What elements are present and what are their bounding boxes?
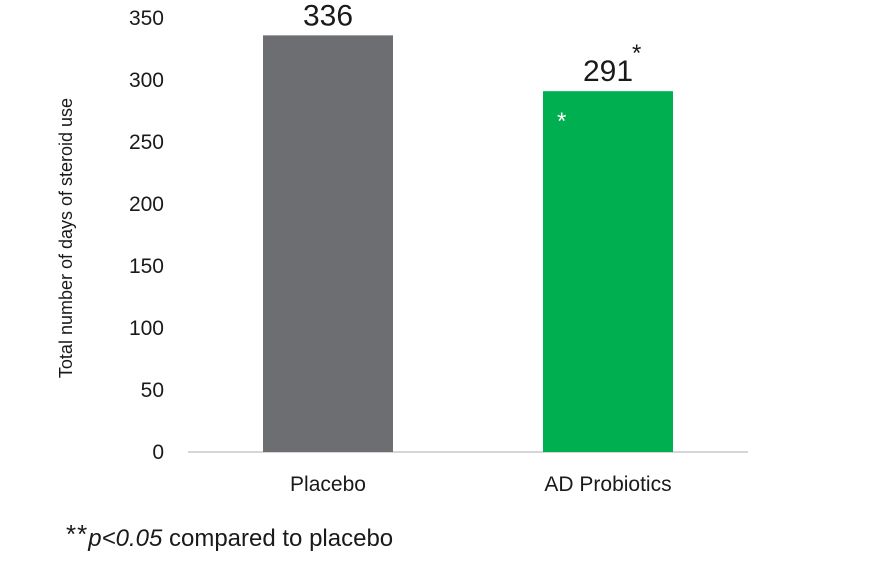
data-label: 336: [303, 0, 353, 32]
y-axis-label: Total number of days of steroid use: [56, 98, 76, 378]
x-axis-ticks: Placebo AD Probiotics: [290, 473, 672, 496]
y-axis-ticks: 0 50 100 150 200 250 300 350: [129, 7, 164, 464]
bar: [543, 91, 673, 452]
significance-mark: *: [632, 40, 641, 67]
data-label: 291: [583, 55, 633, 88]
y-tick-label: 350: [129, 7, 164, 30]
footnote-pvalue: p<0.05: [88, 525, 163, 552]
y-tick-label: 300: [129, 69, 164, 92]
y-tick-label: 150: [129, 255, 164, 278]
y-tick-label: 0: [152, 441, 164, 464]
footnote: **p<0.05 compared to placebo: [66, 519, 394, 553]
y-tick-label: 100: [129, 317, 164, 340]
footnote-text: compared to placebo: [162, 525, 394, 552]
bar: [263, 35, 393, 453]
bar-inner-mark: *: [557, 108, 566, 135]
footnote-stars: **: [66, 519, 89, 549]
y-tick-label: 50: [141, 379, 164, 402]
y-tick-label: 200: [129, 193, 164, 216]
x-tick-label: AD Probiotics: [544, 473, 671, 496]
x-tick-label: Placebo: [290, 473, 366, 496]
y-tick-label: 250: [129, 131, 164, 154]
